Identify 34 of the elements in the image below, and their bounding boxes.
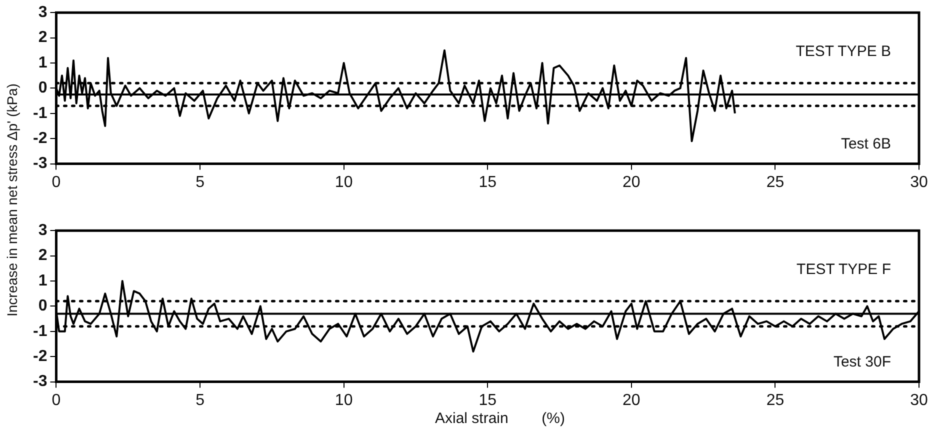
annotation: TEST TYPE B <box>796 43 891 60</box>
x-tick-label: 5 <box>196 392 205 409</box>
annotation: Test 6B <box>840 135 891 152</box>
x-tick-label: 5 <box>196 174 205 191</box>
y-tick-label: 2 <box>38 247 48 264</box>
y-tick-label: 0 <box>38 298 48 315</box>
x-tick-label: 10 <box>334 392 353 409</box>
y-tick-label: 3 <box>38 4 48 22</box>
y-tick-label: -2 <box>32 130 48 148</box>
x-tick-label: 15 <box>478 392 497 409</box>
y-tick-label: 1 <box>38 272 48 290</box>
y-tick-label: 0 <box>38 80 48 97</box>
x-tick-label: 25 <box>766 392 784 409</box>
x-tick-label: 25 <box>766 174 784 191</box>
x-tick-label: 0 <box>52 174 61 191</box>
y-tick-label: -3 <box>32 373 48 390</box>
annotation: TEST TYPE F <box>796 261 891 278</box>
x-tick-label: 30 <box>910 174 928 191</box>
y-axis-title: Increase in mean net stress Δp' (kPa) <box>4 83 20 317</box>
y-tick-label: -1 <box>32 104 48 122</box>
y-tick-label: -2 <box>32 348 48 366</box>
x-tick-label: 30 <box>910 392 928 409</box>
y-tick-label: 2 <box>38 29 48 46</box>
x-tick-label: 10 <box>334 174 353 191</box>
x-tick-label: 0 <box>52 392 61 409</box>
annotation: Test 30F <box>833 353 891 370</box>
y-tick-label: -1 <box>32 322 48 340</box>
y-tick-label: -3 <box>32 155 48 172</box>
y-tick-label: 1 <box>38 54 48 72</box>
x-axis-title: Axial strain (%) <box>434 410 566 427</box>
x-tick-label: 20 <box>622 174 640 191</box>
x-tick-label: 20 <box>622 392 640 409</box>
y-tick-label: 3 <box>38 222 48 240</box>
x-tick-label: 15 <box>478 174 497 191</box>
